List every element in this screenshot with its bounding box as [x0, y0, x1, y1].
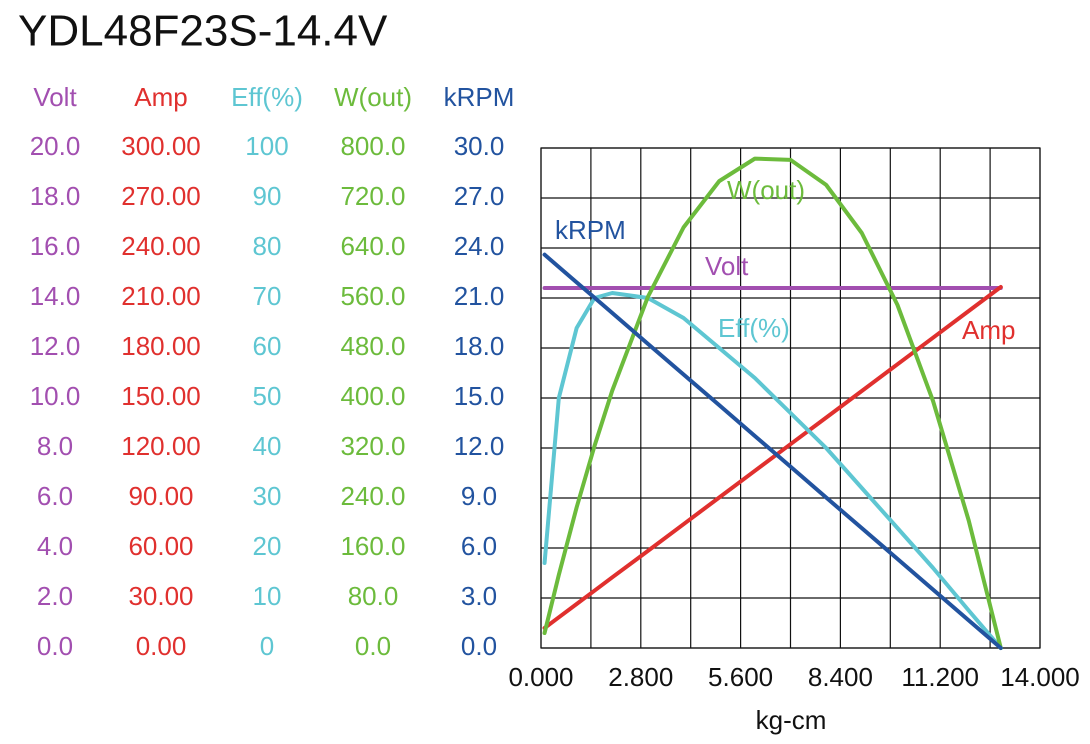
- series-label: Volt: [705, 251, 749, 281]
- y-tick-label: 8.0: [37, 431, 73, 461]
- y-tick-label: 90: [253, 181, 282, 211]
- chart-title: YDL48F23S-14.4V: [18, 7, 388, 56]
- x-axis-label: kg-cm: [756, 705, 827, 735]
- y-tick-label: 240.00: [121, 231, 201, 261]
- y-tick-label: 27.0: [454, 181, 505, 211]
- y-tick-label: 160.0: [340, 531, 405, 561]
- y-tick-label: 150.00: [121, 381, 201, 411]
- y-tick-label: 720.0: [340, 181, 405, 211]
- y-tick-label: 320.0: [340, 431, 405, 461]
- y-tick-label: 50: [253, 381, 282, 411]
- y-tick-label: 14.0: [30, 281, 81, 311]
- y-tick-label: 80: [253, 231, 282, 261]
- axis-header: Eff(%): [231, 82, 303, 112]
- plot-border: [540, 147, 1041, 649]
- series-label: W(out): [727, 175, 805, 205]
- y-tick-label: 4.0: [37, 531, 73, 561]
- x-tick-label: 0.000: [508, 662, 573, 692]
- y-tick-label: 60: [253, 331, 282, 361]
- series-label: Eff(%): [718, 313, 790, 343]
- series-line: [542, 156, 1003, 650]
- y-tick-label: 20.0: [30, 131, 81, 161]
- y-tick-label: 12.0: [454, 431, 505, 461]
- y-tick-label: 18.0: [454, 331, 505, 361]
- y-tick-label: 240.0: [340, 481, 405, 511]
- y-tick-label: 180.00: [121, 331, 201, 361]
- y-tick-label: 10: [253, 581, 282, 611]
- x-tick-label: 5.600: [708, 662, 773, 692]
- y-tick-label: 100: [245, 131, 288, 161]
- y-tick-label: 70: [253, 281, 282, 311]
- series-line: [542, 252, 1003, 650]
- y-tick-label: 18.0: [30, 181, 81, 211]
- y-tick-label: 9.0: [461, 481, 497, 511]
- y-tick-label: 0.0: [355, 631, 391, 661]
- y-tick-label: 16.0: [30, 231, 81, 261]
- y-tick-label: 0.0: [461, 631, 497, 661]
- y-tick-label: 210.00: [121, 281, 201, 311]
- y-tick-label: 30.0: [454, 131, 505, 161]
- y-tick-label: 12.0: [30, 331, 81, 361]
- y-tick-label: 0: [260, 631, 274, 661]
- y-tick-label: 20: [253, 531, 282, 561]
- y-tick-label: 0.00: [136, 631, 187, 661]
- x-tick-label: 14.000: [1000, 662, 1080, 692]
- y-tick-label: 15.0: [454, 381, 505, 411]
- y-tick-label: 560.0: [340, 281, 405, 311]
- y-tick-label: 60.00: [128, 531, 193, 561]
- y-tick-label: 40: [253, 431, 282, 461]
- y-tick-label: 400.0: [340, 381, 405, 411]
- y-tick-label: 300.00: [121, 131, 201, 161]
- y-tick-label: 480.0: [340, 331, 405, 361]
- x-tick-label: 11.200: [901, 662, 979, 692]
- y-tick-label: 10.0: [30, 381, 81, 411]
- x-tick-label: 8.400: [808, 662, 873, 692]
- y-tick-label: 6.0: [37, 481, 73, 511]
- y-tick-label: 30: [253, 481, 282, 511]
- axis-header: W(out): [334, 82, 412, 112]
- y-tick-label: 120.00: [121, 431, 201, 461]
- series-label: kRPM: [555, 215, 626, 245]
- y-tick-label: 6.0: [461, 531, 497, 561]
- series-label: Amp: [962, 315, 1015, 345]
- x-tick-label: 2.800: [608, 662, 673, 692]
- y-tick-label: 800.0: [340, 131, 405, 161]
- y-tick-label: 80.0: [348, 581, 399, 611]
- y-tick-label: 90.00: [128, 481, 193, 511]
- axis-header: Volt: [33, 82, 77, 112]
- y-tick-label: 640.0: [340, 231, 405, 261]
- axis-header: kRPM: [444, 82, 515, 112]
- y-tick-label: 21.0: [454, 281, 505, 311]
- series-line: [542, 291, 1003, 650]
- y-tick-label: 30.00: [128, 581, 193, 611]
- y-tick-label: 0.0: [37, 631, 73, 661]
- y-tick-label: 270.00: [121, 181, 201, 211]
- y-tick-label: 2.0: [37, 581, 73, 611]
- y-tick-label: 24.0: [454, 231, 505, 261]
- axis-header: Amp: [134, 82, 187, 112]
- y-tick-label: 3.0: [461, 581, 497, 611]
